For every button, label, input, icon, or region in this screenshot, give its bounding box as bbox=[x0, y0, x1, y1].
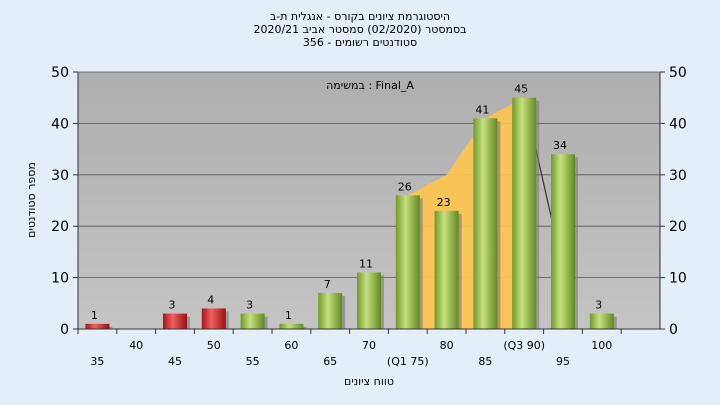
bars-group: 1 35 40 3 45 4 50 3 55 1 60 7 65 11 70 26 (Q1 75) 23 80 41 8… bbox=[85, 83, 617, 368]
x-tick-label: 60 bbox=[284, 339, 298, 352]
bar-value-label: 11 bbox=[359, 257, 373, 270]
bar bbox=[395, 195, 420, 329]
x-tick-label: 40 bbox=[129, 339, 143, 352]
bar-value-label: 45 bbox=[514, 83, 528, 96]
bar-value-label: 1 bbox=[91, 309, 98, 322]
x-tick-label: 55 bbox=[246, 355, 260, 368]
x-tick-label: (Q3 90) bbox=[503, 339, 545, 352]
y-axis-label: מספר סטודנטים bbox=[25, 162, 38, 238]
bar bbox=[357, 272, 381, 329]
bar-value-label: 3 bbox=[246, 299, 253, 312]
y-tick-label-right: 40 bbox=[669, 116, 687, 132]
bar-value-label: 7 bbox=[324, 278, 331, 291]
bar-value-label: 3 bbox=[595, 299, 602, 312]
y-tick-label-right: 50 bbox=[669, 65, 687, 81]
bar bbox=[318, 293, 343, 329]
bar-value-label: 23 bbox=[437, 196, 451, 209]
bar bbox=[85, 323, 110, 329]
y-tick-label-right: 10 bbox=[669, 271, 687, 287]
y-tick-label-right: 30 bbox=[669, 168, 687, 184]
axes-group: 0 0 10 10 20 20 30 30 40 40 50 50 bbox=[51, 65, 687, 338]
chart-title-line1: היסטוגרמת ציונים בקורס - אנגלית ת-ב bbox=[269, 10, 451, 23]
x-tick-label: 35 bbox=[90, 355, 104, 368]
chart-title-line2: בסמסטר (02/2020) סמסטר אביב 2020/21 bbox=[253, 23, 467, 36]
bar bbox=[512, 97, 537, 329]
bar bbox=[551, 154, 575, 329]
bar-value-label: 41 bbox=[475, 103, 489, 116]
bar bbox=[279, 323, 304, 329]
y-tick-label: 30 bbox=[51, 168, 69, 184]
x-tick-label: 70 bbox=[362, 339, 376, 352]
y-tick-label: 0 bbox=[60, 322, 69, 338]
x-tick-label: 95 bbox=[556, 355, 570, 368]
bar-value-label: 3 bbox=[169, 299, 176, 312]
bar bbox=[434, 210, 459, 329]
bar-value-label: 4 bbox=[207, 293, 214, 306]
x-tick-label: 45 bbox=[168, 355, 182, 368]
x-tick-label: (Q1 75) bbox=[387, 355, 429, 368]
x-tick-label: 100 bbox=[591, 339, 612, 352]
bar bbox=[201, 308, 226, 329]
bar-value-label: 26 bbox=[398, 180, 412, 193]
y-tick-label: 40 bbox=[51, 116, 69, 132]
y-tick-label-right: 20 bbox=[669, 219, 687, 235]
x-tick-label: 50 bbox=[207, 339, 221, 352]
bar-value-label: 34 bbox=[553, 139, 567, 152]
y-tick-label: 20 bbox=[51, 219, 69, 235]
bar-value-label: 1 bbox=[285, 309, 292, 322]
x-tick-label: 65 bbox=[323, 355, 337, 368]
y-tick-label-right: 0 bbox=[669, 322, 678, 338]
x-axis-label: טווח ציונים bbox=[344, 375, 394, 388]
bar bbox=[163, 313, 187, 329]
bar bbox=[240, 313, 265, 329]
bar bbox=[473, 118, 498, 329]
y-tick-label: 50 bbox=[51, 65, 69, 81]
y-tick-label: 10 bbox=[51, 271, 69, 287]
bar bbox=[589, 313, 614, 329]
task-annotation: במשימה : Final_A bbox=[326, 79, 414, 92]
x-tick-label: 80 bbox=[440, 339, 454, 352]
x-tick-label: 85 bbox=[478, 355, 492, 368]
chart-title-line3: סטודנטים רשומים - 356 bbox=[302, 36, 418, 49]
